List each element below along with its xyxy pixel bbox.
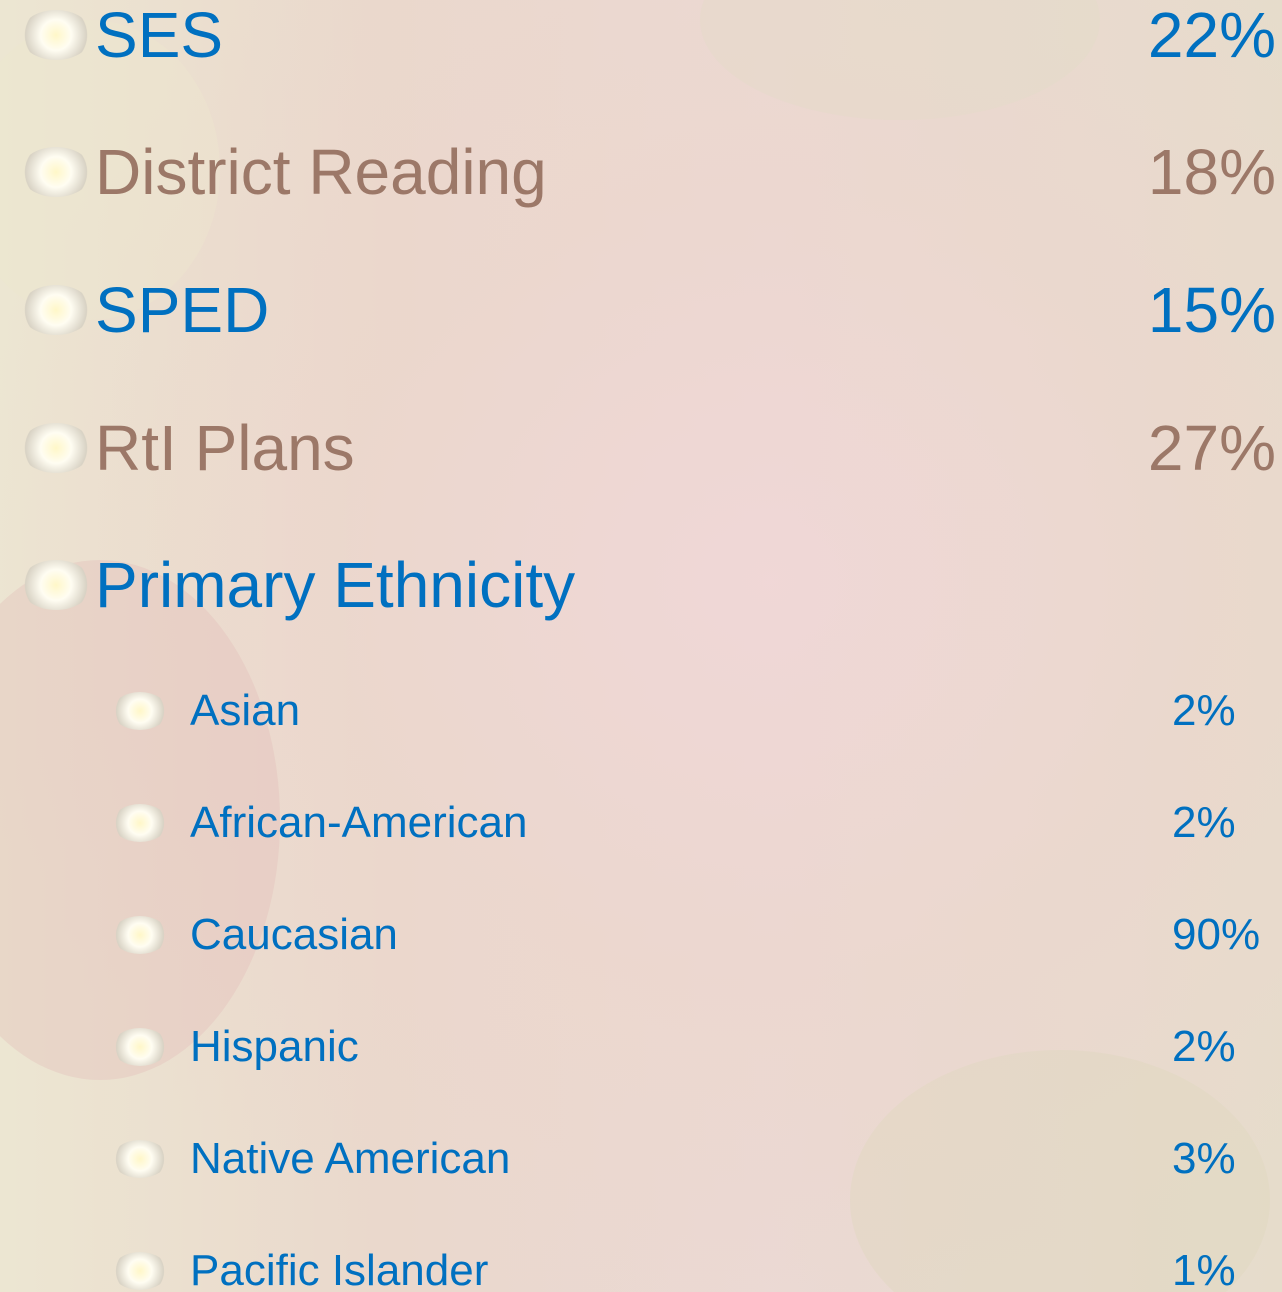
subitem-value: 90% [1172, 910, 1261, 959]
bullet [112, 692, 168, 730]
item-label: SES [95, 0, 224, 71]
subitem-label: Hispanic [190, 1022, 359, 1071]
subitem-label: Caucasian [190, 910, 398, 959]
bullet [112, 1140, 168, 1178]
subitem-label: Asian [190, 686, 301, 735]
item-label: RtI Plans [95, 412, 355, 484]
item-value: 27% [1147, 412, 1276, 484]
background-leaf [700, 0, 1100, 120]
subitem-label: African-American [190, 798, 528, 847]
subitem-value: 2% [1172, 686, 1236, 735]
bullet [112, 1252, 168, 1290]
subitem-value: 2% [1172, 798, 1236, 847]
bullet [20, 423, 92, 473]
bullet [112, 916, 168, 954]
subitem-value: 1% [1172, 1246, 1236, 1292]
item-label: SPED [95, 274, 270, 346]
bullet [112, 804, 168, 842]
item-label: Primary Ethnicity [95, 549, 576, 621]
bullet [112, 1028, 168, 1066]
item-value: 15% [1147, 274, 1276, 346]
background-leaf [850, 1050, 1270, 1292]
subitem-value: 3% [1172, 1134, 1236, 1183]
subitem-label: Native American [190, 1134, 511, 1183]
item-value: 22% [1147, 0, 1276, 71]
item-value: 18% [1147, 136, 1276, 208]
subitem-label: Pacific Islander [190, 1246, 489, 1292]
bullet [20, 560, 92, 610]
bullet [20, 285, 92, 335]
item-label: District Reading [95, 136, 547, 208]
subitem-value: 2% [1172, 1022, 1236, 1071]
bullet [20, 10, 92, 60]
bullet [20, 147, 92, 197]
